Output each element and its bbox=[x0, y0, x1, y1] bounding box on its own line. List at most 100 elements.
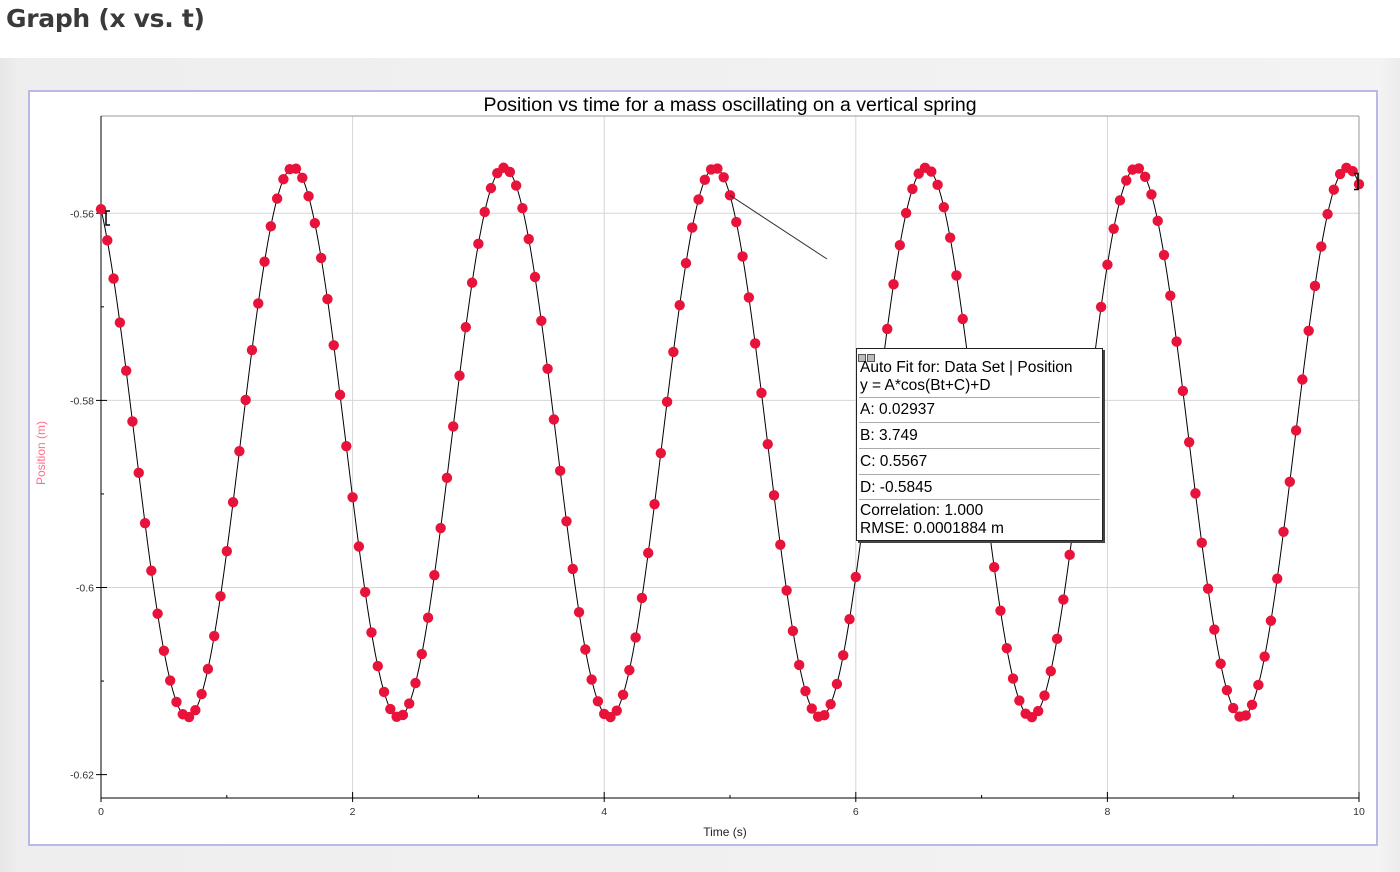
data-point bbox=[1152, 215, 1163, 227]
fit-box-line: D: -0.5845 bbox=[860, 479, 933, 496]
data-point bbox=[674, 299, 685, 311]
data-point bbox=[743, 292, 755, 303]
fit-box-separator bbox=[859, 474, 1100, 475]
y-tick-label: -0.6 bbox=[76, 583, 94, 595]
data-point bbox=[787, 625, 799, 637]
data-point bbox=[1297, 374, 1308, 385]
data-point bbox=[712, 163, 723, 174]
data-point bbox=[1133, 163, 1145, 174]
data-point bbox=[1014, 695, 1025, 706]
data-point bbox=[1196, 537, 1207, 549]
data-point bbox=[882, 323, 893, 335]
fit-box-separator bbox=[859, 422, 1100, 423]
data-point bbox=[1347, 166, 1358, 177]
data-point bbox=[278, 174, 289, 185]
data-point bbox=[1284, 476, 1296, 488]
data-point bbox=[693, 194, 704, 205]
data-point bbox=[1039, 690, 1050, 701]
data-point bbox=[1171, 336, 1182, 347]
data-point bbox=[944, 232, 956, 243]
data-point bbox=[838, 650, 849, 661]
data-point bbox=[938, 201, 950, 213]
data-point bbox=[1322, 208, 1333, 220]
data-point bbox=[542, 363, 553, 375]
data-point bbox=[1209, 624, 1220, 635]
fit-box-handles[interactable] bbox=[858, 349, 876, 362]
data-point bbox=[624, 664, 635, 676]
fit-box-line: RMSE: 0.0001884 m bbox=[860, 520, 1004, 537]
data-point bbox=[1114, 195, 1126, 206]
data-point bbox=[951, 270, 962, 281]
data-point bbox=[1278, 526, 1289, 537]
data-point bbox=[567, 563, 578, 575]
position-time-chart[interactable]: 0 2 4 6 8 10 -0.56 -0.58 -0.6 -0.62 Position vs ti… bbox=[30, 92, 1376, 844]
fit-box-drag-handle[interactable] bbox=[858, 354, 866, 362]
data-point bbox=[1045, 666, 1056, 677]
data-point bbox=[253, 298, 264, 309]
data-point bbox=[108, 273, 119, 284]
data-point bbox=[617, 689, 629, 701]
data-point bbox=[1240, 710, 1251, 721]
data-point bbox=[781, 585, 792, 596]
auto-fit-box[interactable]: Auto Fit for: Data Set | Position y = A*c… bbox=[856, 348, 1103, 541]
data-point bbox=[372, 660, 383, 672]
data-point bbox=[762, 438, 773, 450]
data-point bbox=[341, 440, 352, 452]
data-point bbox=[592, 696, 604, 707]
fit-box-options-handle[interactable] bbox=[867, 354, 875, 362]
data-point bbox=[536, 315, 547, 326]
data-point bbox=[127, 416, 138, 427]
data-point bbox=[397, 709, 409, 721]
data-point bbox=[1146, 189, 1157, 200]
range-bracket-right bbox=[1354, 172, 1359, 191]
data-point bbox=[133, 467, 144, 479]
fit-box-separator bbox=[859, 397, 1100, 398]
data-point bbox=[1309, 280, 1321, 292]
data-point bbox=[504, 166, 516, 178]
data-point bbox=[209, 630, 220, 642]
data-point bbox=[731, 216, 742, 228]
data-point bbox=[1228, 702, 1239, 714]
data-point bbox=[1215, 658, 1226, 669]
data-point bbox=[454, 370, 465, 381]
y-tick-label: -0.58 bbox=[70, 395, 94, 407]
data-point bbox=[416, 648, 427, 660]
chart-frame[interactable]: 0 2 4 6 8 10 -0.56 -0.58 -0.6 -0.62 Position vs ti… bbox=[28, 90, 1378, 846]
data-point bbox=[1095, 301, 1107, 313]
data-point bbox=[303, 191, 314, 202]
data-point bbox=[328, 340, 339, 351]
page-title: Graph (x vs. t) bbox=[6, 4, 205, 33]
data-point bbox=[831, 678, 843, 690]
data-point bbox=[95, 204, 107, 215]
data-point bbox=[611, 705, 622, 716]
data-point bbox=[510, 180, 522, 191]
x-axis-label: Time (s) bbox=[703, 825, 747, 839]
fit-box-line: Auto Fit for: Data Set | Position bbox=[860, 359, 1073, 376]
data-point bbox=[334, 389, 346, 401]
data-point bbox=[1102, 259, 1113, 270]
data-point bbox=[1253, 679, 1264, 691]
data-point bbox=[1259, 651, 1270, 662]
data-point bbox=[1303, 325, 1314, 336]
data-point bbox=[1139, 171, 1151, 182]
x-tick-label: 6 bbox=[853, 806, 859, 818]
data-point bbox=[1246, 699, 1258, 710]
data-point bbox=[202, 663, 214, 675]
data-point bbox=[120, 365, 132, 376]
fit-box-line: A: 0.02937 bbox=[860, 401, 935, 418]
range-bracket-left bbox=[105, 210, 110, 226]
fit-box-separator bbox=[859, 499, 1100, 500]
data-point bbox=[850, 571, 861, 583]
data-point bbox=[259, 256, 270, 267]
data-point bbox=[605, 711, 616, 723]
x-tick-label: 8 bbox=[1104, 806, 1110, 818]
data-point bbox=[114, 317, 126, 328]
data-point bbox=[800, 685, 811, 697]
data-point bbox=[171, 696, 182, 708]
data-point bbox=[297, 172, 308, 184]
data-point bbox=[183, 711, 195, 723]
data-point bbox=[1272, 573, 1283, 584]
data-point bbox=[353, 541, 365, 552]
data-point bbox=[529, 271, 541, 283]
data-point bbox=[649, 498, 660, 510]
